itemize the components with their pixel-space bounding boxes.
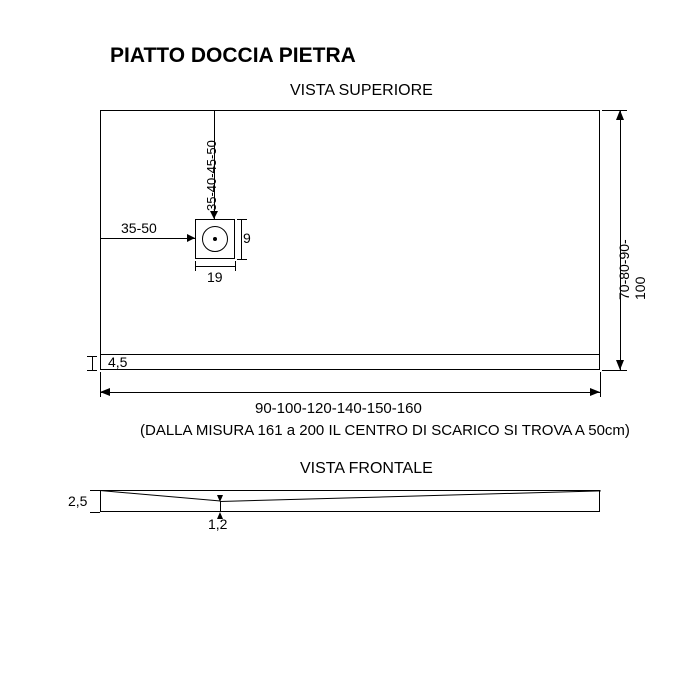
dim-overall-depth: 70-80-90-100 bbox=[616, 216, 648, 300]
guide-horizontal-arrow bbox=[187, 234, 195, 242]
dim-ledge-height: 4,5 bbox=[108, 354, 127, 370]
guide-horizontal-to-drain bbox=[101, 238, 195, 239]
dim-drain-square-width: 19 bbox=[207, 269, 223, 285]
dim-drain-offset-left: 35-50 bbox=[121, 220, 157, 236]
top-view-rect: 35-50 35-40-45-50 9 19 bbox=[100, 110, 600, 370]
dim-width-tick-r bbox=[600, 372, 601, 397]
dim-width-arrow-l bbox=[100, 388, 110, 396]
front-view-label: VISTA FRONTALE bbox=[300, 460, 433, 478]
dim-9-line bbox=[241, 219, 242, 259]
dim-width-arrow-r bbox=[590, 388, 600, 396]
dim-width-line bbox=[100, 392, 600, 393]
dim-9-tick-top bbox=[237, 219, 247, 220]
dim-ledge-tick-top bbox=[87, 356, 97, 357]
drain-center-dot bbox=[213, 237, 217, 241]
drain-square bbox=[195, 219, 235, 259]
dim-19-line bbox=[195, 266, 235, 267]
dim-depth-tick-bot bbox=[602, 370, 627, 371]
dim-overall-width-note: (DALLA MISURA 161 a 200 IL CENTRO DI SCA… bbox=[140, 422, 630, 439]
dim-ledge-line bbox=[92, 356, 93, 370]
dim-12-line bbox=[220, 501, 221, 512]
dim-front-total-height: 2,5 bbox=[68, 493, 87, 509]
front-slope-right bbox=[220, 490, 600, 501]
top-view-label: VISTA SUPERIORE bbox=[290, 82, 433, 100]
dim-drain-offset-top: 35-40-45-50 bbox=[204, 140, 219, 211]
dim-depth-arrow-top bbox=[616, 110, 624, 120]
top-view-ledge-line bbox=[101, 354, 599, 355]
dim-25-tick-top bbox=[90, 490, 100, 491]
dim-25-tick-bot bbox=[90, 512, 100, 513]
guide-vertical-arrow bbox=[210, 211, 218, 219]
dim-drain-square-height: 9 bbox=[243, 230, 251, 246]
dim-front-low-point: 1,2 bbox=[208, 516, 227, 532]
dim-overall-width: 90-100-120-140-150-160 bbox=[255, 400, 422, 417]
dim-9-tick-bot bbox=[237, 259, 247, 260]
page-title: PIATTO DOCCIA PIETRA bbox=[110, 44, 356, 68]
dim-19-tick-r bbox=[235, 261, 236, 271]
front-slope-left bbox=[100, 490, 220, 501]
dim-depth-arrow-bot bbox=[616, 360, 624, 370]
dim-19-tick-l bbox=[195, 261, 196, 271]
dim-ledge-tick-bot bbox=[87, 370, 97, 371]
